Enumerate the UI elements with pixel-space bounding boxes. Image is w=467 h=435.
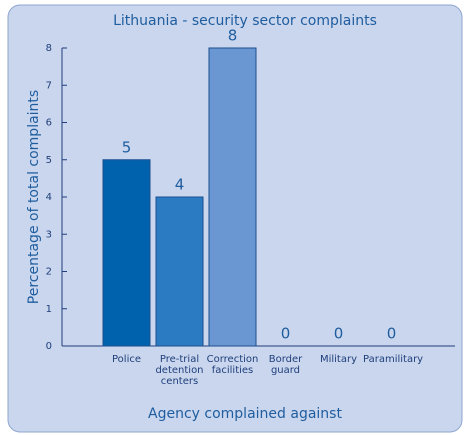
y-tick-label: 0	[46, 341, 52, 352]
x-tick-label: Correction facilities	[206, 354, 259, 376]
value-label: 8	[228, 27, 238, 45]
y-tick-label: 8	[46, 43, 52, 54]
y-tick-label: 1	[46, 304, 52, 315]
x-tick-label: Police	[112, 354, 141, 365]
y-axis-label: Percentage of total complaints	[26, 90, 42, 304]
chart-title: Lithuania - security sector complaints	[113, 13, 377, 29]
y-tick-label: 5	[46, 155, 52, 166]
y-tick-label: 7	[46, 80, 52, 91]
bar	[208, 47, 257, 347]
x-tick-label: Pre-trial detention centers	[155, 354, 204, 387]
value-label: 0	[281, 325, 291, 343]
y-tick-label: 6	[46, 118, 52, 129]
bar	[155, 196, 204, 347]
x-tick-label: Border guard	[268, 354, 303, 376]
x-tick-label: Military	[319, 354, 358, 365]
bar	[102, 159, 151, 347]
x-tick-label: Paramilitary	[363, 354, 424, 365]
value-label: 5	[122, 138, 132, 156]
value-label: 0	[334, 325, 344, 343]
value-label: 4	[175, 176, 185, 194]
value-label: 0	[387, 325, 397, 343]
y-tick-label: 3	[46, 229, 52, 240]
y-tick-label: 4	[46, 192, 52, 203]
x-axis-label: Agency complained against	[148, 406, 342, 422]
y-tick-label: 2	[46, 267, 52, 278]
